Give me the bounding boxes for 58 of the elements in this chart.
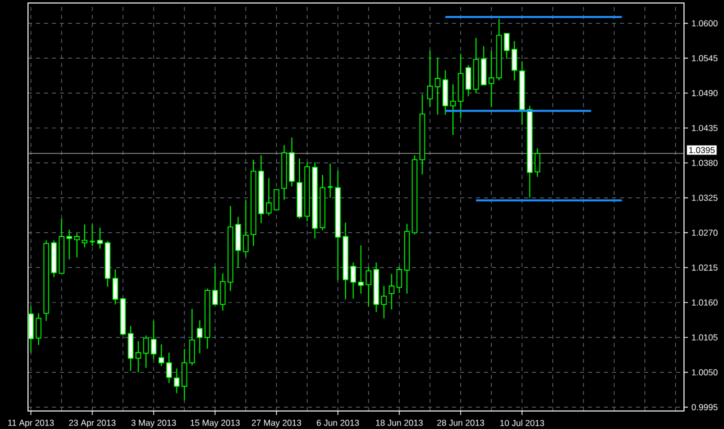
candlestick	[220, 272, 226, 312]
x-tick-label: 6 Jun 2013	[316, 420, 359, 426]
x-tick-label: 18 Jun 2013	[376, 420, 423, 426]
y-tick-label: 1.0160	[692, 299, 718, 306]
x-tick-label: 23 Apr 2013	[69, 420, 116, 428]
y-tick-label: 1.0380	[692, 160, 718, 166]
y-tick-label: 1.0270	[692, 230, 718, 236]
candlestick	[388, 273, 394, 310]
x-tick-label: 15 May 2013	[190, 420, 240, 428]
candlestick	[450, 84, 456, 136]
x-tick-label: 27 May 2013	[252, 420, 302, 428]
candlestick	[266, 178, 272, 216]
candlestick	[466, 64, 472, 97]
candlestick	[82, 224, 88, 248]
candlestick	[182, 348, 188, 401]
candlestick	[242, 200, 249, 258]
candlestick	[327, 163, 334, 198]
candlestick	[434, 57, 440, 116]
candlestick	[66, 229, 72, 260]
candlestick	[89, 224, 96, 247]
candlestick	[143, 334, 149, 368]
ref-line-label: 1.0395	[689, 146, 715, 154]
candlestick	[158, 344, 164, 366]
candlestick	[504, 32, 510, 60]
candlestick	[136, 340, 142, 373]
candlestick	[534, 148, 540, 178]
y-tick-label: 1.0105	[692, 334, 718, 340]
candlestick	[97, 227, 103, 250]
x-tick-label: 10 Jul 2013	[500, 420, 544, 426]
x-tick-label: 3 May 2013	[131, 420, 176, 428]
candlestick	[74, 232, 80, 258]
y-tick-label: 1.0435	[692, 124, 718, 132]
y-tick-label: 0.9995	[692, 404, 718, 410]
candlestick	[36, 312, 42, 346]
candlestick	[174, 368, 180, 394]
candlestick	[150, 320, 157, 360]
candlestick	[196, 320, 203, 354]
y-tick-label: 1.0600	[692, 20, 718, 26]
y-tick-label: 1.0050	[692, 369, 718, 376]
y-tick-label: 1.0215	[692, 264, 718, 271]
candlestick	[358, 244, 364, 294]
candlestick	[189, 308, 195, 366]
candlestick	[112, 269, 118, 305]
candlestick	[212, 266, 218, 306]
candlestick	[427, 50, 433, 108]
y-tick-label: 1.0490	[692, 90, 718, 96]
candlestick	[366, 266, 372, 307]
candlestick	[381, 286, 387, 319]
y-tick-label: 1.0325	[692, 194, 718, 201]
y-tick-label: 1.0545	[692, 55, 718, 62]
candlestick	[274, 189, 280, 210]
x-tick-label: 28 Jun 2013	[437, 420, 484, 426]
candlestick	[166, 352, 172, 384]
candlestick	[350, 262, 356, 300]
candlestick	[488, 50, 494, 108]
candlestick	[396, 266, 402, 294]
x-tick-label: 11 Apr 2013	[8, 420, 54, 428]
candlestick	[512, 40, 518, 81]
